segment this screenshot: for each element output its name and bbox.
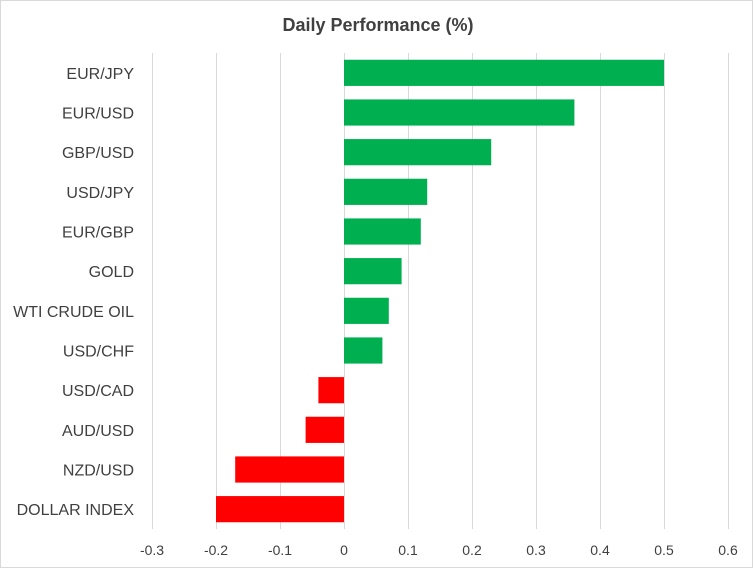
x-tick-label: 0.5 [654, 542, 674, 558]
x-tick-label: 0 [340, 542, 348, 558]
bar-wti-crude-oil [344, 297, 389, 324]
bars [216, 59, 664, 523]
category-label: NZD/USD [63, 463, 134, 480]
x-tick-label: 0.2 [462, 542, 482, 558]
category-label: GOLD [89, 264, 134, 281]
category-label: DOLLAR INDEX [17, 502, 135, 519]
bar-eur-gbp [344, 218, 421, 245]
x-tick-labels: -0.3 -0.2 -0.1 0 0.1 0.2 0.3 0.4 0.5 0.6 [140, 542, 738, 558]
x-tick-label: 0.3 [526, 542, 546, 558]
chart-title: Daily Performance (%) [282, 15, 473, 35]
x-tick-label: -0.2 [204, 542, 228, 558]
bar-eur-usd [344, 99, 575, 126]
category-label: USD/CHF [63, 344, 134, 361]
category-label: USD/JPY [66, 185, 134, 202]
x-tick-label: 0.1 [398, 542, 418, 558]
category-label: EUR/JPY [66, 66, 134, 83]
bar-gold [344, 258, 402, 285]
x-tick-label: 0.6 [718, 542, 738, 558]
x-tick-label: -0.1 [268, 542, 292, 558]
bar-usd-jpy [344, 178, 428, 205]
category-label: GBP/USD [62, 145, 134, 162]
category-label: AUD/USD [62, 423, 134, 440]
x-tick-label: -0.3 [140, 542, 164, 558]
category-label: EUR/GBP [62, 225, 134, 242]
category-label: USD/CAD [62, 383, 134, 400]
bar-dollar-index [216, 496, 344, 523]
bar-aud-usd [305, 416, 344, 443]
x-tick-label: 0.4 [590, 542, 610, 558]
category-label: WTI CRUDE OIL [13, 304, 134, 321]
category-labels: EUR/JPY EUR/USD GBP/USD USD/JPY EUR/GBP GOLD W… [13, 66, 134, 519]
bar-gbp-usd [344, 139, 492, 166]
bar-nzd-usd [235, 456, 344, 483]
bar-usd-chf [344, 337, 383, 364]
bar-usd-cad [318, 377, 344, 404]
gridlines [152, 53, 729, 529]
bar-eur-jpy [344, 59, 664, 86]
category-label: EUR/USD [62, 106, 134, 123]
